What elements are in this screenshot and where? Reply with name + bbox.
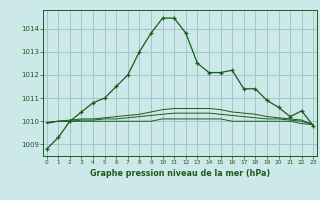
X-axis label: Graphe pression niveau de la mer (hPa): Graphe pression niveau de la mer (hPa): [90, 169, 270, 178]
